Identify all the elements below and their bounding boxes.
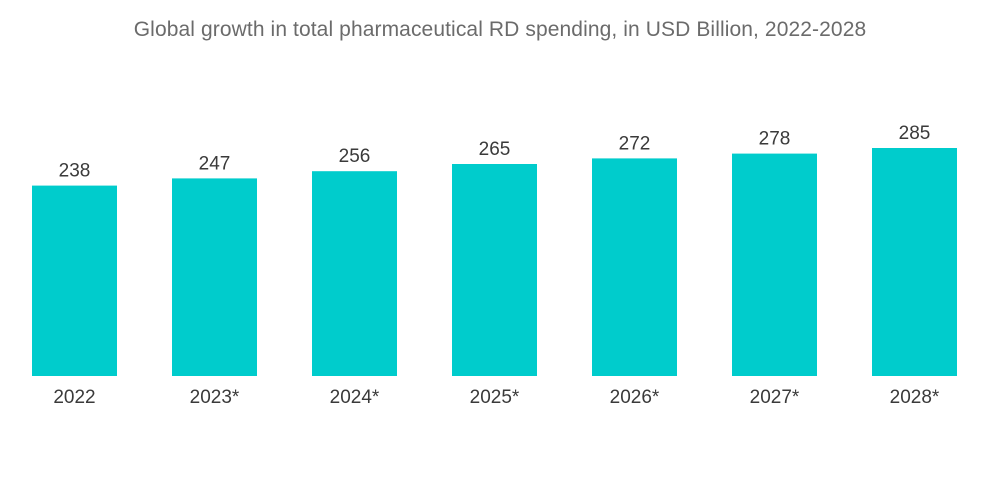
x-tick-label-2028-forecast: 2028* [890,387,940,408]
x-tick-label-2025-forecast: 2025* [470,387,520,408]
bar-2023-forecast [172,178,257,376]
x-tick-label-2023-forecast: 2023* [190,387,240,408]
x-tick-label-2022: 2022 [53,387,95,408]
x-tick-label-2026-forecast: 2026* [610,387,660,408]
chart-title: Global growth in total pharmaceutical RD… [133,18,867,41]
value-labels-layer: 238 247 256 265 272 278 285 [59,123,931,182]
bar-2024-forecast [312,171,397,376]
bar-2028-forecast [872,148,957,376]
x-axis-tick-labels: 2022 2023* 2024* 2025* 2026* 2027* 2028* [53,387,940,408]
bar-2026-forecast [592,158,677,376]
bars-layer [32,148,957,376]
bar-2022 [32,185,117,376]
data-label-2028-forecast: 285 [899,123,931,144]
data-label-2025-forecast: 265 [479,139,511,160]
data-label-2026-forecast: 272 [619,133,651,154]
bar-2027-forecast [732,153,817,376]
bar-2025-forecast [452,164,537,376]
x-tick-label-2027-forecast: 2027* [750,387,800,408]
data-label-2023-forecast: 247 [199,153,231,174]
x-tick-label-2024-forecast: 2024* [330,387,380,408]
data-label-2022: 238 [59,161,91,182]
data-label-2027-forecast: 278 [759,129,791,150]
data-label-2024-forecast: 256 [339,146,371,167]
